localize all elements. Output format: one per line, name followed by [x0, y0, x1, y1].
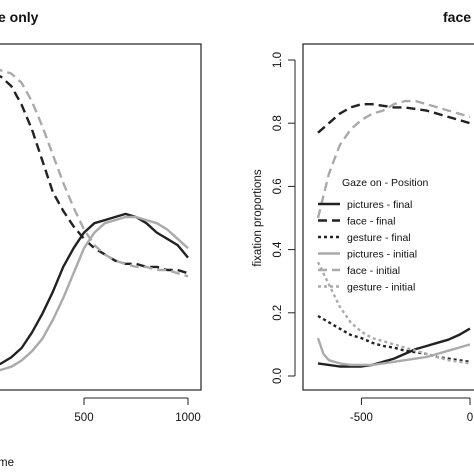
left-panel: e only 500 1000 me: [0, 9, 202, 469]
right-y-tick-label: 0.2: [272, 305, 284, 321]
legend-entry: pictures - initial: [347, 249, 417, 261]
right-y-tick-label: 0.0: [272, 368, 284, 384]
legend-title: Gaze on - Position: [342, 177, 429, 189]
right-series-line-4: [316, 337, 471, 367]
right-y-tick-label: 1.0: [272, 52, 284, 68]
right-series-line-1: [317, 327, 471, 368]
right-panel: face -500 0 0.0 0.2 0.4 0.6 0.8 1.0 fixation pr…: [252, 9, 474, 424]
right-panel-title: face: [443, 9, 471, 25]
right-series-line-5: [316, 99, 471, 219]
right-series-line-6: [316, 261, 471, 365]
legend-entry: face - initial: [347, 265, 400, 277]
right-x-tick-label: -500: [350, 412, 373, 424]
left-series-line-1: [0, 212, 189, 366]
legend-entry: gesture - initial: [347, 282, 415, 294]
left-x-axis-label: me: [0, 457, 14, 469]
right-axis-ticks: -500 0 0.0 0.2 0.4 0.6 0.8 1.0: [272, 52, 473, 424]
right-y-tick-label: 0.6: [272, 178, 284, 194]
left-x-tick-label: 500: [74, 412, 93, 424]
left-panel-title: e only: [0, 9, 39, 25]
right-y-axis-label: fixation proportions: [252, 169, 264, 266]
left-series-line-4: [0, 68, 189, 278]
legend-entry: pictures - final: [347, 199, 412, 211]
right-y-tick-label: 0.4: [272, 241, 284, 258]
legend-entry: gesture - final: [347, 232, 411, 244]
right-series-lines: [316, 99, 471, 368]
left-x-tick-label: 1000: [175, 412, 201, 424]
left-x-ticks: 500 1000: [74, 397, 201, 424]
right-series-line-2: [317, 103, 471, 134]
right-y-tick-label: 0.8: [272, 115, 284, 131]
legend: Gaze on - Position pictures - final face …: [318, 177, 429, 294]
left-series-line-2: [0, 75, 189, 275]
right-plot-frame: [302, 43, 474, 391]
left-plot-frame: [0, 43, 202, 391]
legend-entry: face - final: [347, 216, 395, 228]
left-series-line-3: [0, 215, 189, 372]
left-series-lines: [0, 68, 189, 372]
right-x-tick-label: 0: [467, 412, 473, 424]
